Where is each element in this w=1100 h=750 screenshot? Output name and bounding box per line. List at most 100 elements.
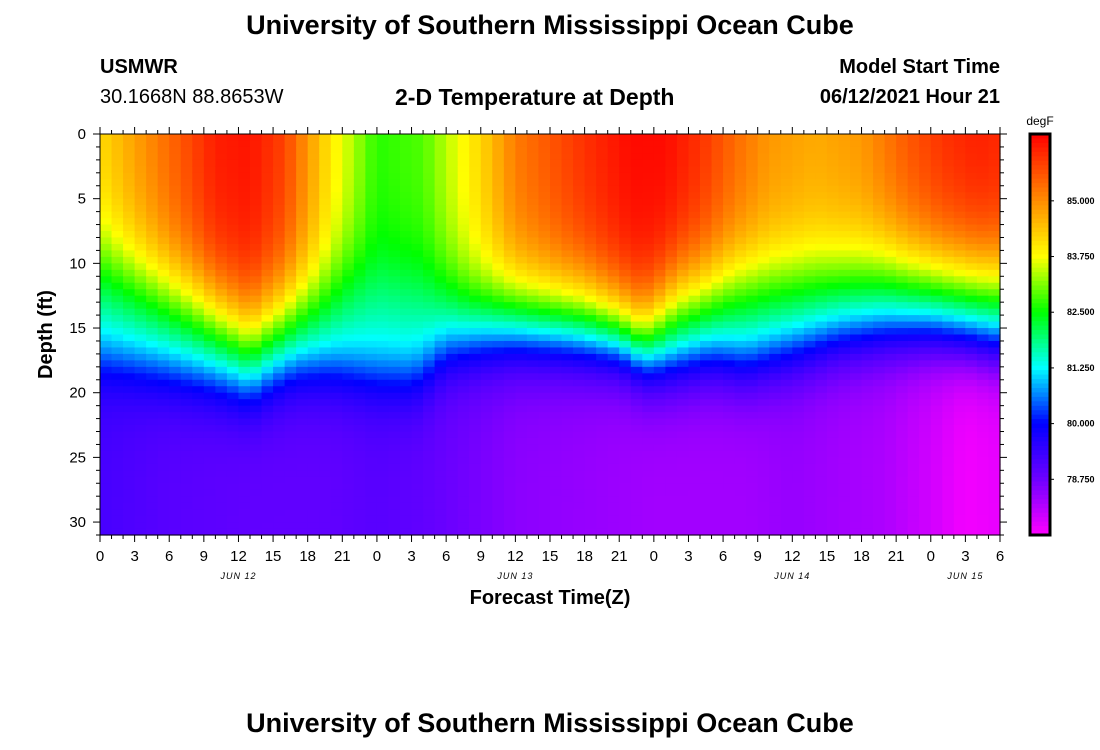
heatmap-cell bbox=[492, 444, 505, 452]
heatmap-cell bbox=[215, 418, 228, 426]
heatmap-cell bbox=[400, 192, 413, 200]
heatmap-cell bbox=[780, 509, 793, 517]
heatmap-cell bbox=[492, 218, 505, 226]
heatmap-cell bbox=[388, 496, 401, 504]
heatmap-cell bbox=[676, 528, 690, 536]
heatmap-cell bbox=[711, 166, 724, 174]
heatmap-cell bbox=[296, 528, 309, 536]
heatmap-cell bbox=[469, 425, 482, 433]
heatmap-cell bbox=[169, 418, 182, 426]
heatmap-cell bbox=[596, 153, 609, 161]
heatmap-cell bbox=[619, 496, 632, 504]
heatmap-cell bbox=[226, 373, 240, 381]
heatmap-cell bbox=[203, 437, 216, 446]
heatmap-cell bbox=[769, 289, 782, 297]
heatmap-cell bbox=[388, 289, 401, 297]
heatmap-cell bbox=[700, 509, 713, 517]
heatmap-cell bbox=[803, 269, 816, 277]
heatmap-cell bbox=[907, 140, 920, 148]
heatmap-cell bbox=[769, 515, 782, 523]
heatmap-cell bbox=[919, 289, 932, 297]
heatmap-cell bbox=[769, 276, 782, 284]
heatmap-cell bbox=[850, 386, 863, 394]
heatmap-cell bbox=[607, 321, 620, 329]
heatmap-cell bbox=[930, 340, 943, 349]
heatmap-cell bbox=[607, 237, 620, 245]
heatmap-cell bbox=[319, 405, 332, 413]
heatmap-cell bbox=[342, 476, 355, 484]
heatmap-cell bbox=[492, 224, 505, 232]
heatmap-cell bbox=[157, 243, 170, 252]
heatmap-cell bbox=[653, 431, 666, 439]
heatmap-cell bbox=[111, 198, 124, 206]
heatmap-cell bbox=[446, 179, 459, 187]
heatmap-cell bbox=[434, 502, 447, 510]
heatmap-cell bbox=[550, 483, 563, 491]
heatmap-cell bbox=[550, 489, 563, 497]
heatmap-cell bbox=[746, 334, 759, 342]
heatmap-cell bbox=[619, 218, 632, 226]
heatmap-cell bbox=[757, 379, 770, 387]
heatmap-cell bbox=[180, 289, 193, 297]
heatmap-cell bbox=[573, 470, 586, 478]
heatmap-cell bbox=[423, 431, 436, 439]
heatmap-cell bbox=[550, 308, 563, 316]
heatmap-cell bbox=[469, 353, 482, 361]
heatmap-cell bbox=[273, 192, 286, 200]
heatmap-cell bbox=[688, 315, 701, 323]
heatmap-cell bbox=[953, 496, 966, 504]
heatmap-cell bbox=[503, 134, 516, 142]
heatmap-cell bbox=[203, 470, 216, 478]
heatmap-cell bbox=[838, 463, 851, 471]
heatmap-cell bbox=[192, 340, 205, 349]
heatmap-cell bbox=[976, 153, 990, 161]
heatmap-cell bbox=[734, 353, 747, 361]
heatmap-cell bbox=[723, 302, 736, 310]
heatmap-cell bbox=[480, 347, 493, 355]
heatmap-cell bbox=[873, 231, 886, 239]
heatmap-cell bbox=[296, 211, 309, 219]
heatmap-cell bbox=[838, 399, 851, 407]
heatmap-cell bbox=[226, 353, 240, 361]
heatmap-cell bbox=[850, 450, 863, 458]
heatmap-cell bbox=[100, 340, 113, 349]
heatmap-cell bbox=[319, 231, 332, 239]
heatmap-cell bbox=[538, 218, 551, 226]
heatmap-cell bbox=[423, 250, 436, 258]
heatmap-cell bbox=[250, 146, 263, 155]
heatmap-cell bbox=[700, 334, 713, 342]
heatmap-cell bbox=[815, 418, 828, 426]
heatmap-cell bbox=[215, 360, 228, 368]
heatmap-cell bbox=[273, 211, 286, 219]
heatmap-cell bbox=[446, 224, 459, 232]
heatmap-cell bbox=[400, 250, 413, 258]
heatmap-cell bbox=[319, 263, 332, 271]
heatmap-cell bbox=[342, 192, 355, 200]
heatmap-cell bbox=[388, 282, 401, 290]
heatmap-cell bbox=[342, 347, 355, 355]
heatmap-cell bbox=[273, 218, 286, 226]
heatmap-cell bbox=[215, 431, 228, 439]
heatmap-cell bbox=[780, 425, 793, 433]
heatmap-cell bbox=[550, 263, 563, 271]
heatmap-cell bbox=[307, 496, 320, 504]
heatmap-cell bbox=[734, 146, 747, 155]
heatmap-cell bbox=[376, 192, 390, 200]
heatmap-cell bbox=[550, 444, 563, 452]
heatmap-cell bbox=[930, 379, 943, 387]
heatmap-cell bbox=[792, 379, 805, 387]
heatmap-cell bbox=[446, 328, 459, 336]
heatmap-cell bbox=[803, 399, 816, 407]
heatmap-cell bbox=[711, 224, 724, 232]
heatmap-cell bbox=[930, 159, 943, 167]
heatmap-cell bbox=[965, 489, 978, 497]
heatmap-cell bbox=[619, 444, 632, 452]
heatmap-cell bbox=[146, 334, 159, 342]
heatmap-cell bbox=[434, 340, 447, 349]
heatmap-cell bbox=[942, 418, 955, 426]
heatmap-cell bbox=[492, 269, 505, 277]
heatmap-cell bbox=[619, 159, 632, 167]
heatmap-cell bbox=[884, 289, 897, 297]
heatmap-cell bbox=[261, 425, 274, 433]
heatmap-cell bbox=[365, 179, 378, 187]
